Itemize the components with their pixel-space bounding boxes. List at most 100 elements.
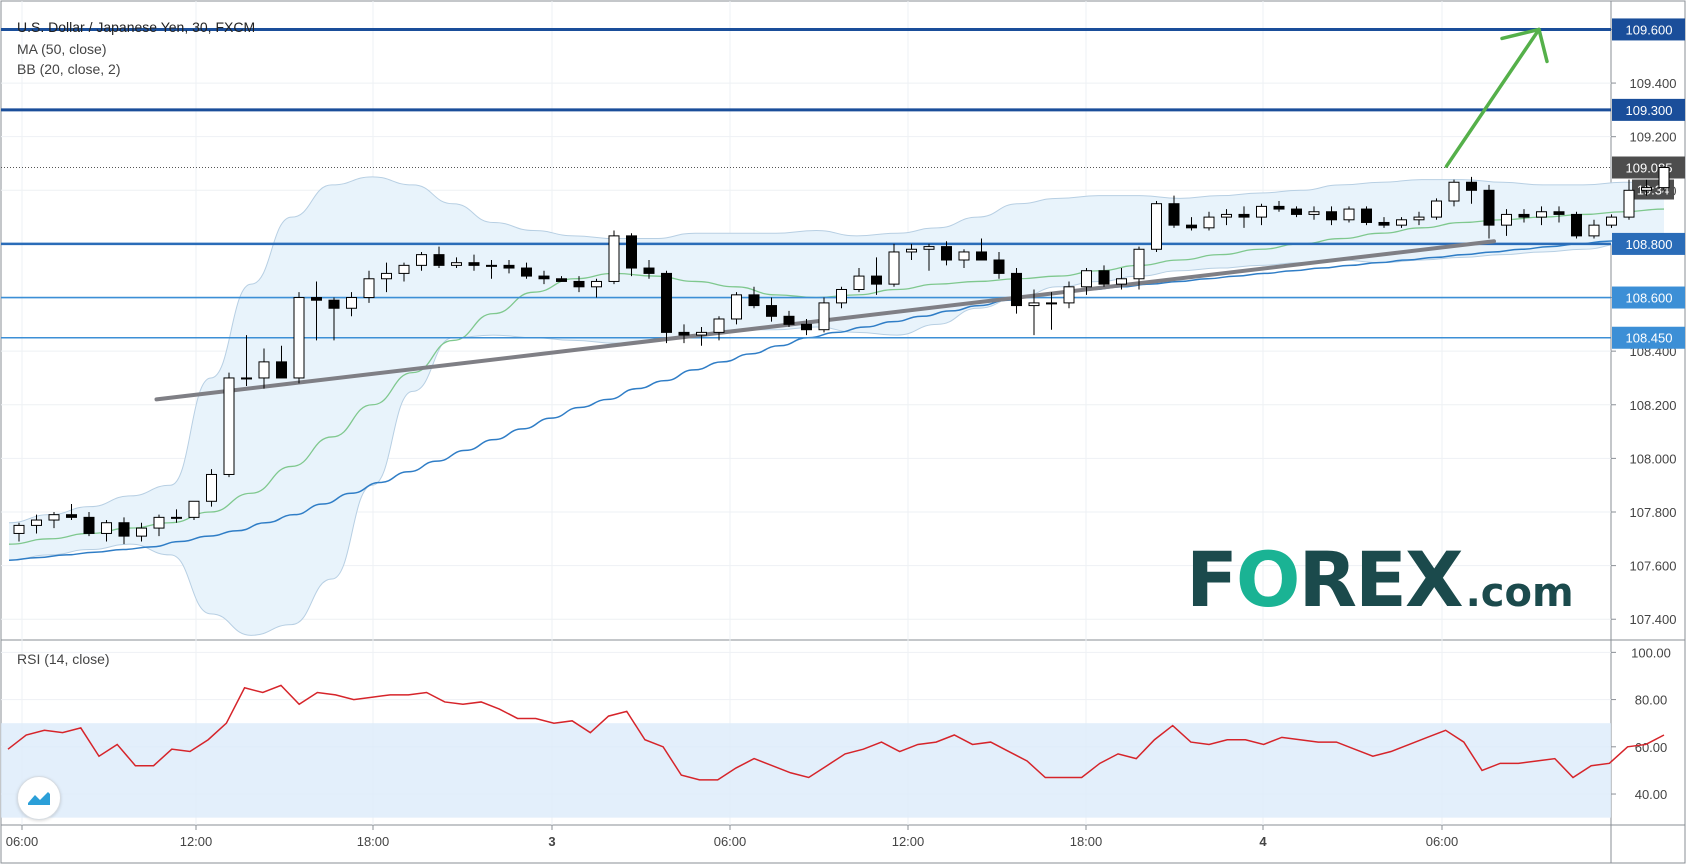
- candle: [1028, 289, 1040, 336]
- candle: [433, 246, 445, 269]
- level-tag-bg: [1612, 98, 1685, 121]
- candle-body: [381, 272, 392, 280]
- candle-body: [888, 251, 900, 285]
- candle: [923, 243, 935, 271]
- candle-body: [328, 299, 340, 309]
- candle-body: [1116, 278, 1127, 285]
- candle: [171, 509, 182, 523]
- candle-body: [451, 262, 462, 266]
- candle: [503, 260, 515, 274]
- y-tick-label: 108.200: [1630, 398, 1677, 413]
- candle-body: [818, 302, 830, 331]
- candle: [486, 260, 497, 279]
- x-tick-label: 18:00: [357, 834, 390, 849]
- candle: [1448, 179, 1460, 207]
- candle: [556, 276, 567, 282]
- candle-body: [1413, 216, 1425, 221]
- candle: [1308, 206, 1320, 220]
- candle-body: [153, 516, 165, 529]
- candle-body: [1273, 205, 1285, 210]
- candle: [1203, 211, 1215, 231]
- candle-body: [731, 294, 742, 320]
- candle: [363, 270, 375, 303]
- bollinger-band-fill: [9, 176, 1664, 636]
- candle-body: [1098, 270, 1110, 285]
- candle-body: [1203, 216, 1215, 229]
- y-tick-label: 109.200: [1630, 130, 1677, 145]
- candle: [888, 243, 900, 287]
- candle-body: [346, 297, 357, 309]
- x-tick-label: 06:00: [1426, 834, 1459, 849]
- rsi-tick-label: 80.00: [1635, 693, 1668, 708]
- candle-body: [1361, 208, 1372, 223]
- candle-body: [713, 318, 725, 333]
- x-tick-label: 3: [548, 834, 555, 849]
- candle-body: [188, 500, 200, 518]
- candle: [66, 503, 77, 521]
- candle-body: [293, 297, 305, 379]
- candle: [521, 262, 532, 279]
- candle: [416, 251, 427, 271]
- candle-body: [556, 278, 567, 282]
- candle: [451, 257, 462, 269]
- candle: [853, 268, 865, 293]
- candle: [48, 512, 60, 529]
- candle: [941, 241, 952, 266]
- candle-body: [1553, 211, 1565, 215]
- candle-body: [136, 527, 147, 537]
- candle: [1011, 268, 1022, 314]
- candle-body: [1571, 213, 1582, 237]
- candle-body: [416, 254, 427, 266]
- candle-body: [626, 235, 637, 269]
- candle-body: [48, 514, 60, 521]
- y-tick-label: 107.400: [1630, 612, 1677, 627]
- candle-body: [1448, 181, 1460, 202]
- candle-body: [1396, 219, 1407, 226]
- rsi-legend: RSI (14, close): [17, 651, 110, 667]
- y-tick-label: 108.000: [1630, 451, 1677, 466]
- candle: [1273, 201, 1285, 212]
- candle-body: [783, 315, 795, 325]
- candle-body: [661, 272, 672, 333]
- candle-body: [1501, 213, 1512, 226]
- candle-body: [853, 275, 865, 290]
- candle: [1623, 179, 1635, 220]
- candle-body: [1641, 187, 1652, 191]
- level-tag-label: 108.450: [1626, 331, 1673, 346]
- candle-body: [1623, 189, 1635, 218]
- candle: [136, 522, 147, 542]
- candle: [1361, 206, 1372, 226]
- tradingview-logo-icon[interactable]: [17, 776, 61, 820]
- candle: [1466, 176, 1477, 204]
- candle-body: [1081, 270, 1092, 288]
- ma50-line: [8, 235, 1665, 562]
- candle: [993, 251, 1005, 279]
- candle-body: [871, 275, 882, 285]
- candle: [1343, 206, 1355, 223]
- x-tick-label: 06:00: [6, 834, 39, 849]
- candle-body: [468, 262, 480, 266]
- candle-body: [748, 294, 760, 307]
- candle: [1658, 166, 1670, 193]
- candle-body: [801, 323, 812, 331]
- candle: [101, 520, 112, 542]
- candle-body: [1518, 213, 1530, 218]
- candle-body: [433, 254, 445, 266]
- candle-body: [1588, 224, 1600, 237]
- candle-body: [678, 331, 690, 336]
- candle: [661, 270, 672, 344]
- candle-body: [1606, 216, 1617, 226]
- candle-body: [993, 259, 1005, 274]
- candle-body: [241, 377, 252, 380]
- candle-body: [1308, 211, 1320, 215]
- candle-body: [521, 267, 532, 277]
- candle: [13, 522, 25, 542]
- ma-legend: MA (50, close): [17, 41, 107, 57]
- candle: [1606, 214, 1617, 228]
- candle: [731, 292, 742, 325]
- rsi-line: [7, 684, 1665, 781]
- bollinger-upper: [8, 176, 1664, 524]
- level-tag-label: 109.300: [1626, 103, 1673, 118]
- candle: [1098, 265, 1110, 287]
